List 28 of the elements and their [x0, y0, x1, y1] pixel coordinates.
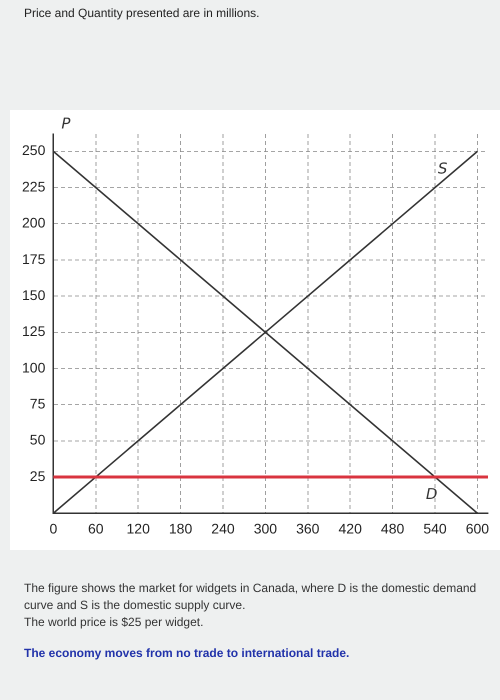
y-tick-label: 150	[22, 286, 46, 303]
x-tick-label: 60	[88, 520, 104, 536]
chart-title: Price and Quantity presented are in millions.	[24, 6, 260, 20]
x-tick-label: 240	[211, 520, 235, 536]
text: The economy moves from no trade to international trade.	[24, 645, 350, 662]
series-label: D	[426, 485, 438, 504]
text: The figure shows the market for widgets in Canada, where D is the domestic demand curve and S is the domestic supply curve.	[24, 580, 478, 614]
x-tick-label: 360	[296, 520, 320, 536]
y-tick-label: 100	[22, 359, 46, 376]
y-tick-label: 250	[22, 142, 46, 158]
x-tick-label: 540	[423, 520, 447, 536]
y-tick-label: 125	[22, 323, 46, 340]
x-tick-label: 120	[126, 520, 150, 536]
y-tick-label: 200	[22, 214, 46, 231]
y-tick-label: 50	[30, 432, 46, 448]
x-tick-label: 180	[168, 520, 192, 536]
x-tick-label: 600	[466, 520, 490, 536]
y-tick-label: 25	[30, 468, 46, 484]
text: The world price is $25 per widget.	[24, 614, 204, 631]
series-label: S	[438, 159, 448, 178]
x-tick-label: 420	[338, 520, 362, 536]
y-tick-label: 75	[30, 396, 46, 412]
x-tick-label: 480	[380, 520, 404, 536]
x-tick-label: 300	[254, 520, 278, 536]
y-axis-title: P	[61, 114, 72, 132]
y-tick-label: 225	[22, 178, 46, 194]
y-tick-label: 175	[22, 250, 46, 267]
x-tick-label: 0	[49, 520, 58, 536]
